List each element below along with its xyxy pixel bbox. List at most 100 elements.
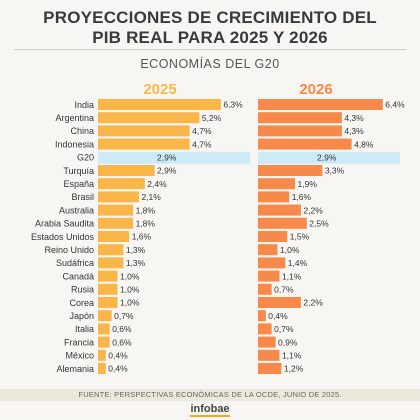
value-label-2026: 4,3% [344, 126, 364, 136]
bar-2025-Alemania [98, 363, 106, 374]
bar-2026-Argentina [258, 112, 342, 124]
bar-2025-Indonesia [98, 138, 190, 150]
bar-2026-Estados Unidos [258, 231, 288, 242]
category-label: México [65, 351, 94, 361]
category-label: Japón [69, 311, 94, 321]
bar-2026-Sudáfrica [258, 257, 286, 269]
bar-2025-India [98, 99, 221, 110]
value-label-2025: 2,9% [157, 153, 177, 163]
value-label-2025: 2,4% [147, 179, 167, 189]
value-label-2026: 4,8% [354, 139, 374, 149]
category-label: Australia [59, 205, 94, 215]
value-label-2026: 2,9% [317, 153, 337, 163]
value-label-2026: 0,7% [274, 285, 294, 295]
category-label: Indonesia [55, 139, 94, 149]
bar-2025-Sudáfrica [98, 257, 124, 269]
source-note: FUENTE: PERSPECTIVAS ECONÓMICAS DE LA OC… [78, 390, 342, 399]
value-label-2026: 1,2% [284, 364, 304, 374]
bar-2026-Rusia [258, 283, 272, 295]
bar-2025-Reino Unido [98, 244, 124, 256]
logo-text: infobae [190, 403, 230, 417]
category-label: G20 [77, 153, 94, 163]
category-label: Argentina [55, 113, 94, 123]
value-label-2025: 4,7% [192, 139, 212, 149]
category-label: China [70, 126, 94, 136]
bar-2026-Brasil [258, 191, 290, 203]
value-label-2025: 1,0% [120, 298, 140, 308]
category-label: Rusia [71, 285, 94, 295]
category-label: Francia [64, 337, 94, 347]
value-label-2025: 6,3% [223, 100, 243, 110]
bar-2026-Canadá [258, 270, 280, 282]
value-label-2026: 2,5% [309, 219, 329, 229]
value-label-2026: 1,6% [292, 192, 312, 202]
bar-2025-España [98, 178, 145, 190]
value-label-2026: 1,1% [282, 271, 302, 281]
category-label: Canadá [62, 271, 94, 281]
bar-2025-Estados Unidos [98, 231, 130, 242]
bar-2025-G20 [98, 151, 155, 163]
value-label-2025: 4,7% [192, 126, 212, 136]
value-label-2026: 1,9% [298, 179, 318, 189]
value-label-2026: 6,4% [385, 100, 405, 110]
series-header-2025: 2025 [143, 81, 176, 98]
category-label: Sudáfrica [56, 258, 94, 268]
bar-2026-México [258, 349, 280, 361]
bar-2026-Australia [258, 204, 301, 216]
category-label: Estados Unidos [31, 232, 95, 242]
value-label-2025: 1,0% [120, 271, 140, 281]
bar-2025-Argentina [98, 112, 200, 124]
bar-2025-Turquía [98, 165, 155, 176]
value-label-2025: 0,4% [108, 364, 128, 374]
category-label: Brasil [71, 192, 94, 202]
value-label-2025: 0,4% [108, 351, 128, 361]
value-label-2025: 2,1% [141, 192, 161, 202]
bar-2026-Italia [258, 323, 272, 335]
bar-2026-India [258, 99, 383, 110]
bar-2025-Japón [98, 310, 112, 322]
value-label-2025: 0,6% [112, 324, 132, 334]
value-label-2026: 2,2% [303, 205, 323, 215]
value-label-2025: 5,2% [202, 113, 222, 123]
value-label-2026: 1,5% [290, 232, 310, 242]
value-label-2026: 4,3% [344, 113, 364, 123]
value-label-2026: 1,0% [280, 245, 300, 255]
series-header-2026: 2026 [299, 81, 332, 98]
bar-2026-Francia [258, 336, 276, 348]
bar-2026-Japón [258, 310, 266, 322]
category-label: Reino Unido [44, 245, 94, 255]
value-label-2025: 1,0% [120, 285, 140, 295]
chart-title: PROYECCIONES DE CRECIMIENTO DEL PIB REAL… [0, 8, 420, 48]
title-divider [14, 49, 406, 50]
value-label-2025: 0,6% [112, 337, 132, 347]
value-label-2026: 1,1% [282, 351, 302, 361]
category-label: España [63, 179, 94, 189]
infobae-logo: infobae [0, 403, 420, 417]
bar-2025-Francia [98, 336, 110, 348]
bar-2026-Reino Unido [258, 244, 278, 256]
category-label: India [74, 100, 94, 110]
value-label-2026: 0,4% [268, 311, 288, 321]
category-label: Italia [75, 324, 94, 334]
bar-2026-China [258, 125, 342, 137]
title-line-1: PROYECCIONES DE CRECIMIENTO DEL [43, 8, 377, 27]
bar-2025-Rusia [98, 283, 118, 295]
bar-2025-Brasil [98, 191, 139, 203]
value-label-2026: 0,7% [274, 324, 294, 334]
value-label-2026: 1,4% [288, 258, 308, 268]
bar-2026-G20 [258, 151, 315, 163]
bar-2025-Corea [98, 297, 118, 308]
category-label: Turquía [63, 166, 94, 176]
bar-2025-Australia [98, 204, 134, 216]
value-label-2026: 3,3% [325, 166, 345, 176]
value-label-2025: 0,7% [114, 311, 134, 321]
bar-2025-China [98, 125, 190, 137]
value-label-2026: 0,9% [278, 337, 298, 347]
bar-2025-Arabia Saudita [98, 217, 134, 229]
bar-2026-Alemania [258, 363, 282, 374]
category-label: Corea [69, 298, 94, 308]
bar-2025-Italia [98, 323, 110, 335]
value-label-2025: 2,9% [157, 166, 177, 176]
value-label-2025: 1,8% [136, 219, 156, 229]
